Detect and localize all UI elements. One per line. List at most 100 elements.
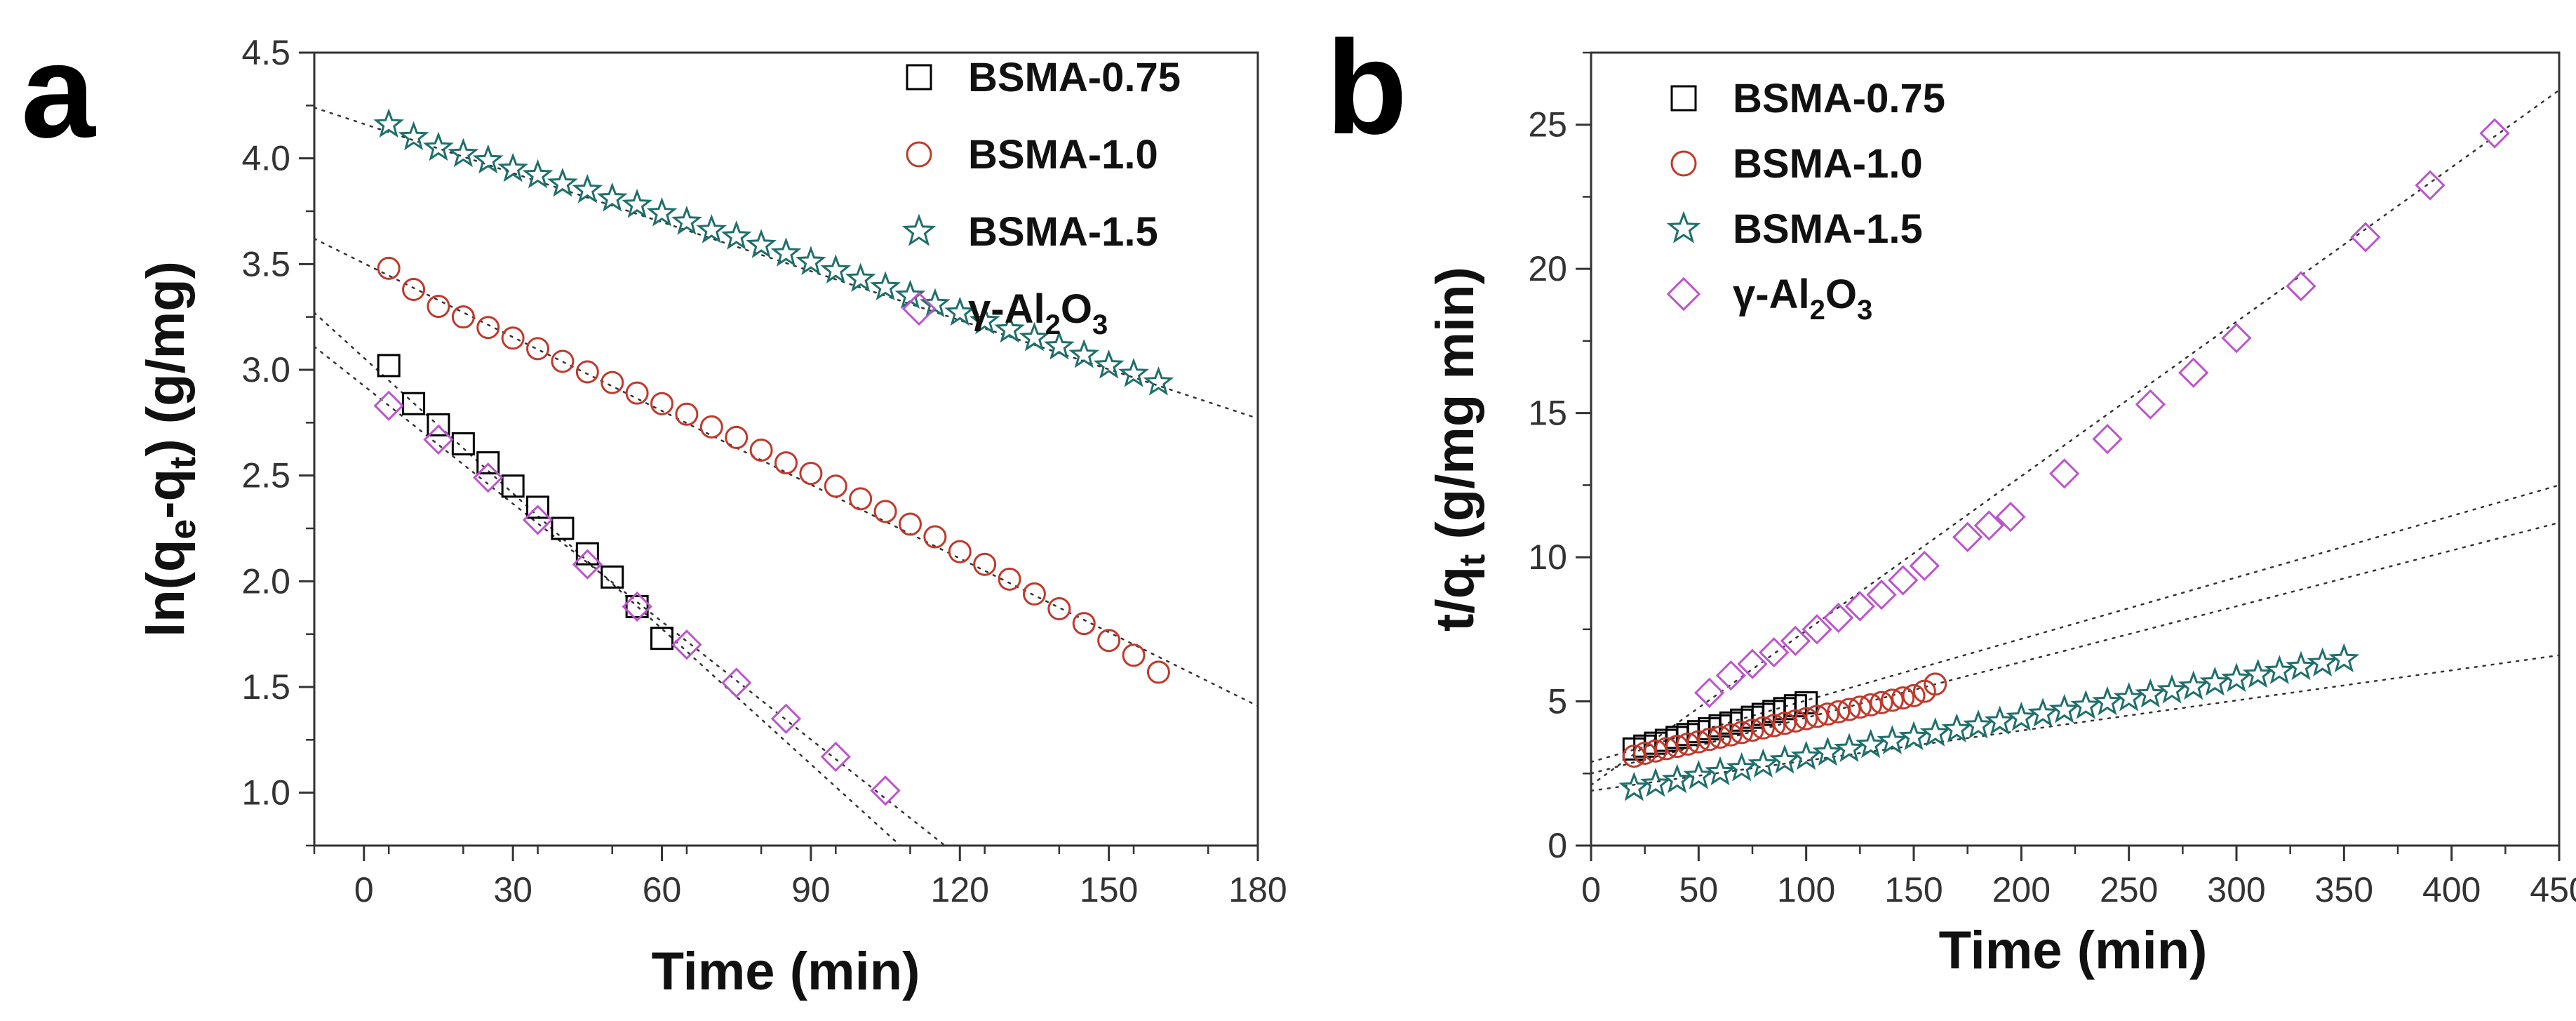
data-point-b-s1	[1676, 732, 1700, 756]
x-tick-label: 60	[643, 870, 682, 909]
data-point-a-s2	[596, 182, 628, 212]
data-point-b-s2	[2199, 666, 2231, 696]
fit-line-a-2	[314, 107, 1258, 420]
panel-a-fit-lines	[314, 107, 1258, 846]
fit-line-b-2	[1591, 654, 2559, 792]
x-tick-label: 100	[1777, 870, 1835, 909]
data-point-a-s2	[696, 214, 727, 243]
data-point-b-s2	[2048, 693, 2080, 723]
data-point-b-s1	[1837, 698, 1861, 721]
legend-marker-b-3	[1666, 276, 1701, 312]
panel-a-ticks: 0 30 60 90 120 150 180 1.0 1.5 2.0 2.5 3.0 3.5 4.0 4.5	[241, 33, 1287, 909]
data-point-a-s3	[473, 462, 504, 493]
data-point-b-s3	[1694, 677, 1725, 708]
panel-b-y-axis-title-part: (g/mg min)	[1425, 267, 1485, 554]
data-point-a-s1	[625, 381, 649, 405]
data-point-a-s2	[448, 138, 479, 168]
data-point-b-s1	[1891, 686, 1915, 710]
y-tick-label: 4.5	[241, 33, 290, 72]
data-point-b-s1	[1740, 719, 1764, 742]
data-point-b-s3	[1823, 602, 1854, 634]
data-point-a-s2	[796, 246, 826, 275]
data-point-b-s3	[2049, 458, 2080, 489]
data-point-a-s0	[526, 495, 550, 519]
data-point-a-s2	[572, 173, 603, 203]
panel-a-letter: a	[21, 17, 96, 166]
data-point-b-s3	[1737, 648, 1768, 679]
legend-label-a-2: BSMA-1.5	[968, 209, 1158, 255]
data-point-b-s3	[1995, 501, 2026, 533]
data-point-a-s2	[770, 237, 802, 267]
data-point-b-s1	[1795, 707, 1818, 730]
data-point-a-s2	[820, 254, 852, 283]
data-point-a-s1	[501, 326, 525, 350]
data-point-a-s1	[898, 512, 922, 536]
data-point-a-s2	[1019, 321, 1050, 352]
data-point-a-s2	[969, 305, 1000, 335]
data-point-a-s1	[650, 392, 674, 415]
data-point-b-s1	[1698, 728, 1722, 752]
data-point-b-s1	[1708, 725, 1732, 749]
data-point-b-s1	[1654, 737, 1678, 761]
data-point-a-s0	[501, 474, 525, 498]
data-point-b-s2	[2178, 670, 2209, 700]
fit-line-a-0	[314, 312, 901, 846]
data-point-a-s0	[575, 542, 599, 566]
data-point-b-s3	[1952, 521, 1983, 552]
x-tick-label: 200	[1992, 870, 2051, 909]
data-point-b-s3	[1844, 591, 1875, 622]
x-tick-label: 400	[2422, 870, 2481, 909]
data-point-b-s2	[1747, 748, 1779, 778]
legend-label-b-0: BSMA-0.75	[1733, 76, 1945, 121]
data-point-a-s0	[451, 432, 475, 455]
legend-label-a-0: BSMA-0.75	[968, 55, 1181, 100]
fit-line-a-1	[314, 237, 1258, 707]
data-point-a-s0	[402, 392, 426, 415]
data-point-a-s1	[402, 277, 426, 301]
legend-label-a-1: BSMA-1.0	[968, 132, 1158, 178]
data-point-a-s2	[1118, 358, 1149, 387]
panel-a-x-axis-title: Time (min)	[652, 942, 920, 1001]
panel-a-y-axis-title-sub-e: e	[163, 519, 203, 540]
data-point-b-s3	[2221, 323, 2252, 354]
data-point-a-s1	[575, 360, 599, 384]
data-point-a-s1	[526, 337, 550, 361]
x-tick-label: 150	[1884, 870, 1943, 909]
data-point-b-s2	[1683, 759, 1715, 789]
data-point-b-s2	[2328, 643, 2360, 673]
data-point-b-s2	[2264, 655, 2295, 685]
data-point-b-s3	[1909, 550, 1940, 582]
data-point-a-s1	[1072, 612, 1096, 636]
data-point-a-s2	[1068, 338, 1100, 368]
data-point-b-s3	[2350, 222, 2381, 253]
data-point-a-s3	[622, 591, 652, 622]
data-point-b-s2	[1941, 713, 1973, 743]
legend-label-b-2: BSMA-1.5	[1733, 206, 1923, 252]
y-tick-label: 5	[1548, 682, 1567, 721]
x-tick-label: 90	[791, 870, 831, 909]
data-point-b-s2	[1919, 717, 1951, 747]
panel-a-y-axis-title-part: ) (g/mg)	[136, 261, 196, 457]
data-point-b-s2	[1963, 709, 1994, 739]
data-point-a-s2	[497, 152, 529, 182]
data-point-b-s1	[1751, 716, 1775, 740]
legend-marker-a-3	[901, 291, 937, 326]
data-point-a-s0	[551, 516, 575, 540]
data-point-a-s1	[1097, 629, 1121, 653]
panel-b-y-axis-title-sub-t: t	[1452, 554, 1493, 566]
data-point-a-s0	[625, 594, 649, 618]
data-point-b-s3	[2415, 170, 2446, 201]
data-point-a-s3	[870, 775, 901, 806]
data-point-a-s2	[944, 296, 976, 326]
panel-a-chart: a 0 30 60 90 120 150 180 1.0 1.5 2.0 2.5 3.0 3.5 4.0 4…	[21, 17, 1287, 1001]
data-point-a-s1	[699, 415, 723, 439]
data-point-b-s1	[1622, 745, 1646, 768]
x-tick-label: 300	[2207, 870, 2265, 909]
data-point-a-s1	[948, 540, 972, 563]
panel-b-legend: BSMA-0.75 BSMA-1.0 BSMA-1.5 γ-Al2O3	[1666, 76, 1945, 326]
panel-b-chart: b 0501001502002503003504004500510152025 …	[1326, 13, 2576, 980]
x-tick-label: 250	[2100, 870, 2158, 909]
data-point-b-s2	[1877, 725, 1908, 754]
data-point-a-s2	[522, 159, 554, 189]
data-point-b-s2	[2286, 650, 2316, 681]
